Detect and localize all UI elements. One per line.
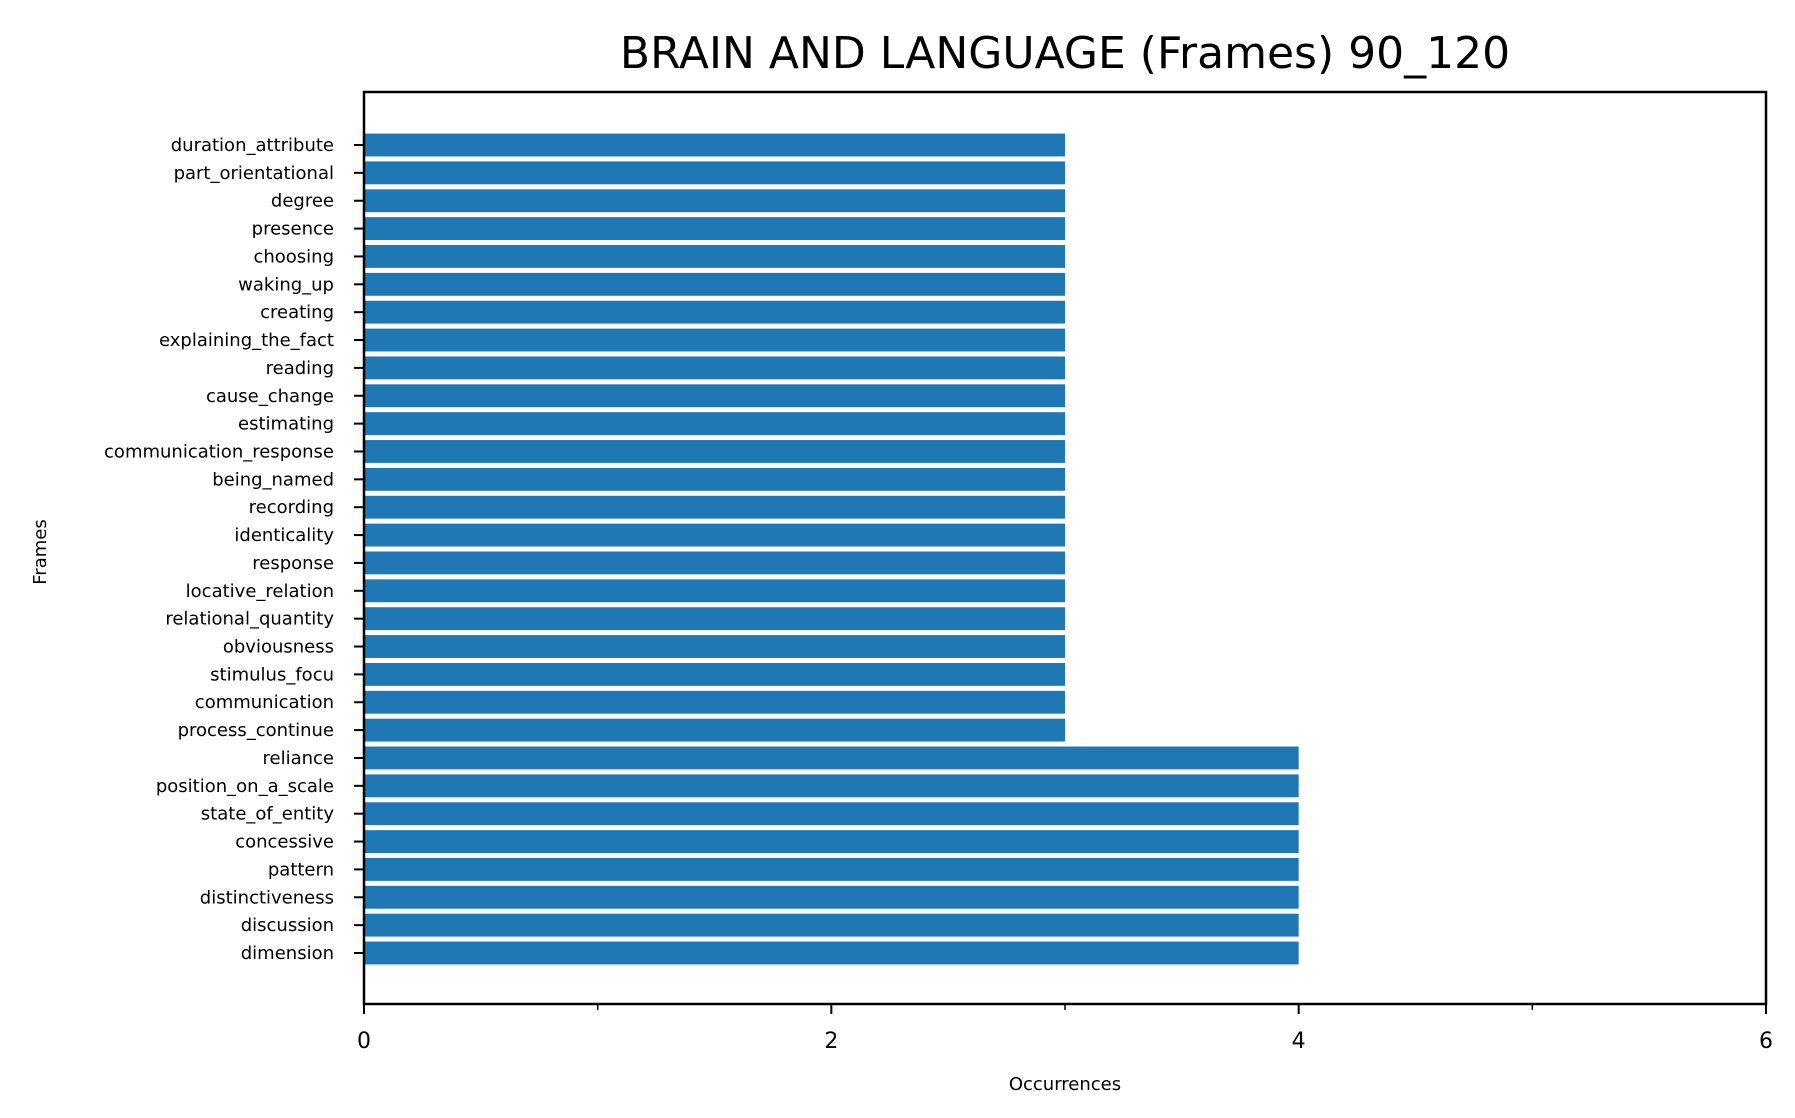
y-tick-label: part_orientational <box>174 163 334 184</box>
bar-dimension <box>364 941 1299 965</box>
y-tick-label: reliance <box>263 748 335 769</box>
y-tick-label: state_of_entity <box>201 804 335 825</box>
y-tick-label: locative_relation <box>186 581 334 602</box>
bar-locative_relation <box>364 579 1065 603</box>
y-tick-label: explaining_the_fact <box>159 330 334 351</box>
bar-choosing <box>364 245 1065 268</box>
bars-group <box>364 133 1299 965</box>
bar-recording <box>364 495 1065 519</box>
y-tick-label: response <box>252 553 334 574</box>
y-tick-label: concessive <box>235 832 334 853</box>
bar-distinctiveness <box>364 885 1299 909</box>
y-tick-label: process_continue <box>178 720 334 741</box>
bar-duration_attribute <box>364 133 1065 157</box>
bar-reliance <box>364 746 1299 770</box>
y-tick-label: waking_up <box>238 274 334 295</box>
x-axis-ticks: 0 2 4 6 <box>357 1004 1773 1054</box>
y-tick-label: distinctiveness <box>200 887 334 908</box>
y-tick-label: being_named <box>212 469 334 490</box>
y-tick-label: stimulus_focu <box>210 664 334 685</box>
bar-communication <box>364 690 1065 714</box>
y-tick-label: communication <box>195 692 334 713</box>
x-tick-label: 6 <box>1759 1029 1773 1054</box>
y-tick-label: presence <box>252 219 334 240</box>
bar-presence <box>364 217 1065 241</box>
bar-creating <box>364 300 1065 324</box>
y-tick-label: relational_quantity <box>165 609 334 630</box>
bar-waking_up <box>364 272 1065 296</box>
plot-frame <box>362 90 1768 1006</box>
bar-reading <box>364 356 1065 380</box>
bar-estimating <box>364 412 1065 436</box>
x-tick-label: 4 <box>1292 1029 1306 1054</box>
y-tick-label: creating <box>260 302 334 323</box>
y-axis-ticks: duration_attribute part_orientationaldegr… <box>104 135 364 964</box>
y-tick-label: duration_attribute <box>171 135 334 156</box>
y-tick-label: recording <box>249 497 334 518</box>
y-axis-label: Frames <box>30 519 51 584</box>
bar-explaining_the_fact <box>364 328 1065 352</box>
x-axis-label: Occurrences <box>1009 1074 1121 1095</box>
bar-identicality <box>364 523 1065 547</box>
y-tick-label: choosing <box>253 246 334 267</box>
x-tick-label: 0 <box>357 1029 371 1054</box>
bar-relational_quantity <box>364 607 1065 631</box>
y-tick-label: communication_response <box>104 441 334 462</box>
y-tick-label: obviousness <box>223 637 334 658</box>
chart-title: BRAIN AND LANGUAGE (Frames) 90_120 <box>620 28 1510 79</box>
y-tick-label: pattern <box>268 859 334 880</box>
y-tick-label: estimating <box>238 414 334 435</box>
bar-part_orientational <box>364 161 1065 185</box>
bar-being_named <box>364 467 1065 491</box>
y-tick-label: position_on_a_scale <box>156 776 334 797</box>
bar-state_of_entity <box>364 802 1299 826</box>
y-tick-label: degree <box>271 191 334 212</box>
bar-concessive <box>364 830 1299 853</box>
bar-communication_response <box>364 440 1065 463</box>
y-tick-label: dimension <box>241 943 334 964</box>
bar-cause_change <box>364 384 1065 408</box>
bar-discussion <box>364 913 1299 937</box>
x-tick-label: 2 <box>824 1029 838 1054</box>
bar-degree <box>364 189 1065 213</box>
y-tick-label: reading <box>266 358 334 379</box>
bar-stimulus_focu <box>364 662 1065 686</box>
y-tick-label: discussion <box>241 915 334 936</box>
bar-obviousness <box>364 635 1065 658</box>
bar-process_continue <box>364 718 1065 742</box>
bar-position_on_a_scale <box>364 774 1299 798</box>
bar-pattern <box>364 857 1299 881</box>
bar-response <box>364 551 1065 575</box>
y-tick-label: cause_change <box>206 386 334 407</box>
y-tick-label: identicality <box>234 525 334 546</box>
